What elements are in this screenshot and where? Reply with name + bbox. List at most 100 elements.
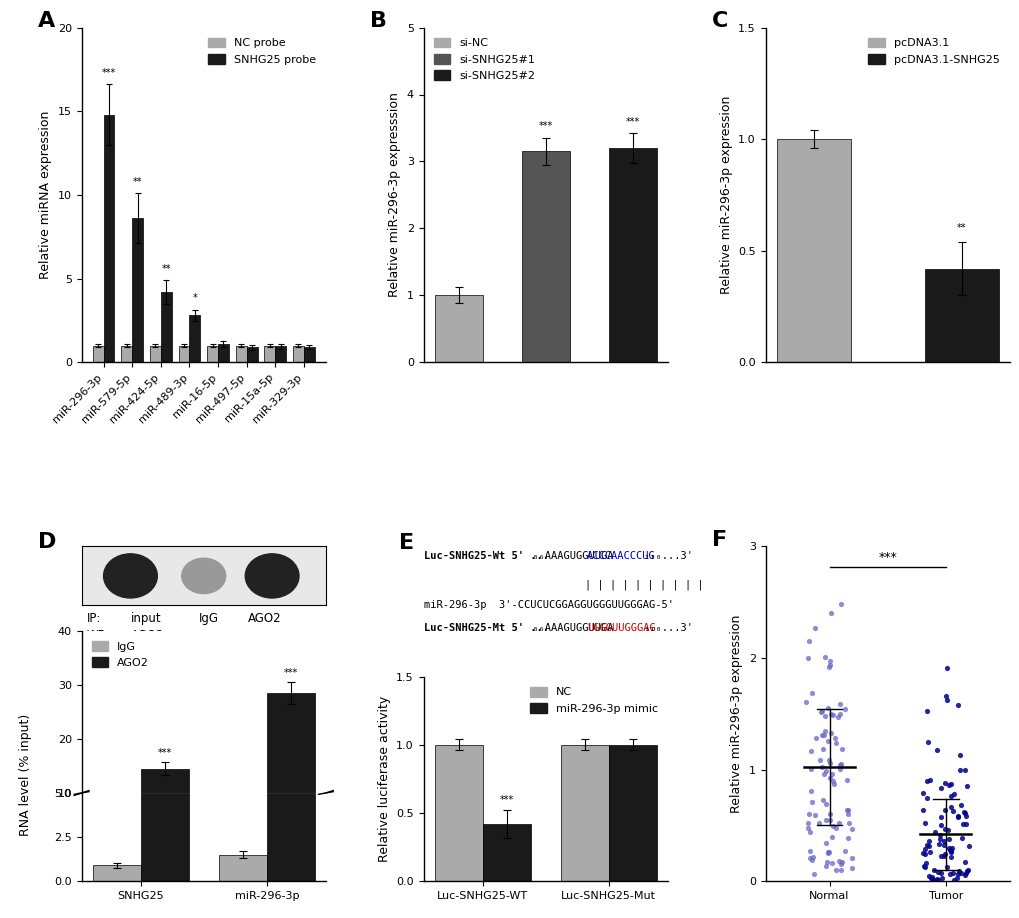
Y-axis label: Relative miR-296-3p expression: Relative miR-296-3p expression: [719, 95, 732, 294]
Point: [942, 777, 958, 791]
Point: [802, 761, 818, 776]
Point: [813, 703, 829, 718]
Point: [821, 812, 838, 827]
Point: [942, 789, 958, 803]
Point: [828, 710, 845, 724]
Text: ***: ***: [102, 68, 116, 78]
Bar: [247, 347, 257, 363]
Point: [929, 836, 946, 851]
Point: [819, 845, 836, 859]
Point: [951, 864, 967, 879]
Bar: [264, 345, 275, 363]
Ellipse shape: [181, 558, 225, 594]
Point: [840, 815, 856, 830]
Text: IP:: IP:: [87, 611, 101, 625]
Point: [920, 834, 936, 848]
Point: [803, 686, 819, 700]
Point: [804, 850, 820, 865]
Text: WB:: WB:: [87, 629, 110, 642]
Point: [827, 862, 844, 877]
Bar: [775, 140, 850, 363]
Point: [817, 763, 834, 778]
Text: ***: ***: [625, 117, 639, 127]
Text: A: A: [38, 11, 55, 31]
Point: [838, 802, 854, 817]
Point: [923, 873, 940, 888]
Point: [813, 760, 829, 775]
Point: [942, 844, 958, 858]
Text: ACCCAACCCUG: ACCCAACCCUG: [587, 551, 655, 561]
Point: [918, 791, 934, 806]
Point: [921, 845, 937, 859]
Bar: [190, 316, 200, 363]
Y-axis label: Relative miR-296-3p expression: Relative miR-296-3p expression: [730, 615, 743, 813]
Point: [943, 800, 959, 815]
Point: [948, 871, 964, 886]
Text: **: **: [132, 176, 143, 186]
Point: [957, 866, 973, 880]
Point: [815, 767, 832, 782]
Point: [925, 863, 942, 878]
Point: [956, 868, 972, 882]
Bar: [219, 855, 267, 881]
Text: IgG: IgG: [199, 611, 219, 625]
Point: [949, 698, 965, 712]
Bar: [93, 345, 104, 363]
Point: [820, 752, 837, 767]
Point: [801, 824, 817, 839]
Text: B: B: [370, 11, 386, 31]
Point: [800, 634, 816, 649]
Point: [950, 810, 966, 824]
Point: [957, 817, 973, 832]
Point: [935, 802, 952, 817]
Point: [832, 756, 848, 771]
Bar: [267, 693, 315, 847]
Point: [927, 743, 944, 757]
Point: [823, 856, 840, 870]
Bar: [218, 344, 228, 363]
Point: [917, 856, 933, 870]
Ellipse shape: [104, 554, 157, 598]
Text: ₈₆AAAGUGGUUGA: ₈₆AAAGUGGUUGA: [526, 551, 613, 561]
Point: [814, 742, 830, 756]
Point: [806, 621, 822, 635]
Point: [811, 753, 827, 767]
Bar: [275, 346, 286, 363]
Bar: [482, 824, 530, 881]
Point: [843, 851, 859, 866]
Point: [942, 845, 958, 859]
Text: ***: ***: [877, 552, 896, 565]
Point: [940, 832, 956, 846]
Point: [954, 817, 970, 832]
Point: [932, 849, 949, 864]
Point: [955, 805, 971, 820]
Bar: [121, 345, 132, 363]
Point: [916, 859, 932, 874]
Bar: [207, 345, 218, 363]
Point: [914, 845, 930, 860]
Text: ₁₁₀...3': ₁₁₀...3': [643, 622, 693, 633]
Text: ***: ***: [538, 121, 552, 131]
Point: [932, 817, 949, 832]
Text: ***: ***: [283, 668, 298, 678]
Point: [940, 778, 956, 792]
Point: [819, 845, 836, 860]
Point: [956, 855, 972, 869]
Point: [816, 723, 833, 738]
Bar: [141, 768, 189, 847]
Text: Luc-SNHG25-Wt 5' ...: Luc-SNHG25-Wt 5' ...: [423, 551, 548, 561]
Point: [821, 654, 838, 668]
Point: [802, 744, 818, 759]
Point: [920, 839, 936, 854]
Point: [822, 707, 839, 722]
Point: [935, 849, 952, 864]
Y-axis label: Relative miR-296-3p expresssion: Relative miR-296-3p expresssion: [388, 93, 400, 297]
Point: [918, 703, 934, 718]
Point: [938, 660, 955, 675]
Point: [813, 728, 829, 743]
Point: [957, 809, 973, 823]
Point: [832, 856, 848, 871]
Point: [816, 709, 833, 723]
Legend: IgG, AGO2: IgG, AGO2: [87, 637, 153, 673]
Point: [929, 864, 946, 879]
